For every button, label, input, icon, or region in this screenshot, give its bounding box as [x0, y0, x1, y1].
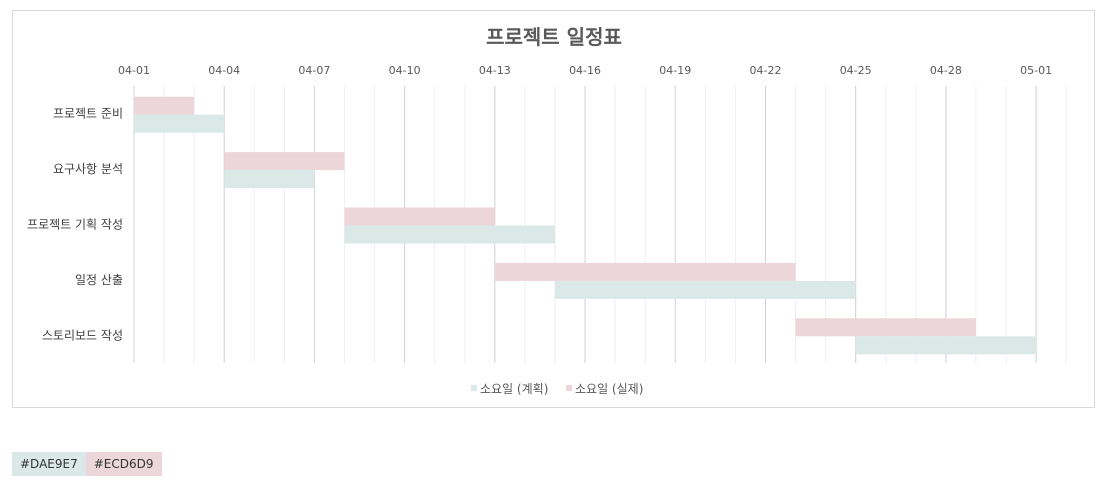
- x-tick-label: 04-07: [298, 64, 330, 77]
- category-label: 일정 산출: [75, 273, 123, 287]
- legend-label: 소요일 (계획): [480, 382, 548, 396]
- swatch-actual: #ECD6D9: [85, 452, 162, 476]
- bar-plan: [134, 114, 225, 133]
- x-tick-label: 04-01: [118, 64, 150, 77]
- legend-marker: [471, 385, 477, 391]
- bar-actual: [134, 96, 195, 115]
- legend: 소요일 (계획) 소요일 (실제): [471, 382, 643, 396]
- bar-plan: [224, 170, 315, 189]
- x-tick-label: 04-22: [749, 64, 781, 77]
- bar-actual: [494, 262, 796, 281]
- x-tick-label: 04-28: [930, 64, 962, 77]
- x-tick-label: 04-25: [840, 64, 872, 77]
- bar-plan: [344, 225, 555, 244]
- bar-actual: [795, 318, 976, 337]
- legend-label: 소요일 (실제): [575, 382, 643, 396]
- category-label: 프로젝트 기획 작성: [27, 218, 123, 232]
- x-tick-label: 04-16: [569, 64, 601, 77]
- category-label: 프로젝트 준비: [53, 107, 123, 121]
- bar-plan: [855, 336, 1037, 355]
- bar-actual: [224, 152, 345, 171]
- x-tick-label: 04-19: [659, 64, 691, 77]
- chart-canvas: 프로젝트 일정표 04-01 04-04 04-07 04-10 04-13 04-16 0…: [27, 25, 1067, 396]
- category-label: 요구사항 분석: [53, 162, 123, 176]
- x-tick-label: 05-01: [1020, 64, 1052, 77]
- legend-marker: [566, 385, 572, 391]
- bar-actual: [344, 207, 495, 226]
- category-label: 스토리보드 작성: [42, 328, 123, 342]
- x-tick-label: 04-04: [208, 64, 240, 77]
- color-swatches: #DAE9E7 #ECD6D9: [12, 452, 162, 476]
- bar-plan: [554, 280, 856, 299]
- x-axis-ticks: 04-01 04-04 04-07 04-10 04-13 04-16 04-19 04-22…: [118, 64, 1052, 77]
- gantt-chart: 프로젝트 일정표 04-01 04-04 04-07 04-10 04-13 04-16 0…: [12, 10, 1095, 408]
- chart-title: 프로젝트 일정표: [486, 25, 622, 49]
- swatch-plan: #DAE9E7: [12, 452, 86, 476]
- x-tick-label: 04-10: [389, 64, 421, 77]
- task-bars: [134, 96, 1037, 355]
- x-tick-label: 04-13: [479, 64, 511, 77]
